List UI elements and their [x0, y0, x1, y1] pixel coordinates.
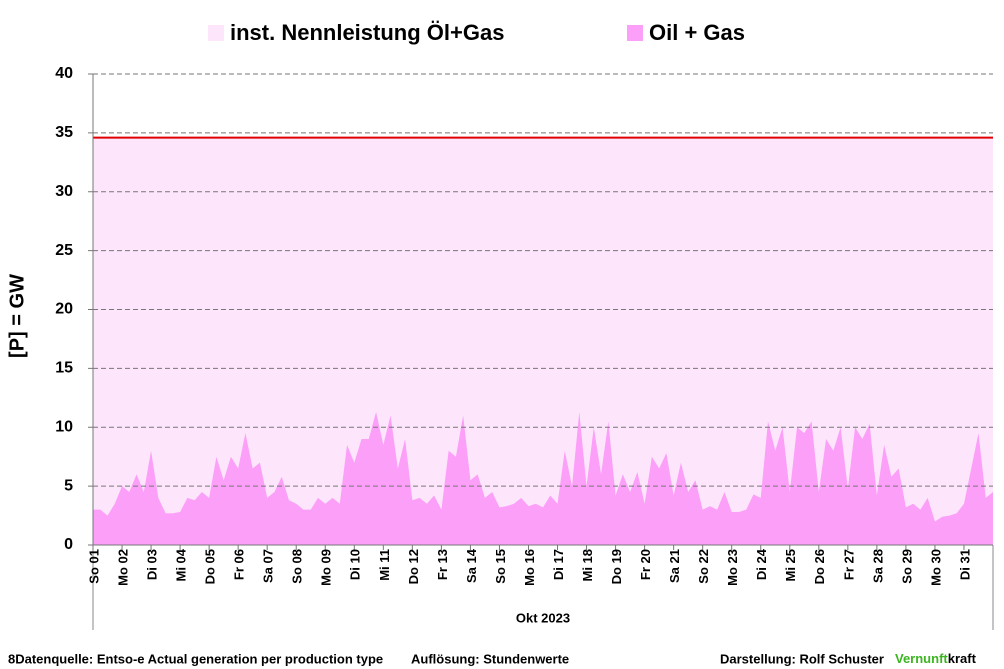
x-tick-label: Mo 16 [522, 549, 537, 586]
x-tick-label: Do 26 [812, 549, 827, 584]
x-tick-label: So 29 [899, 549, 914, 584]
x-tick-label: Do 19 [609, 549, 624, 584]
x-tick-label: Di 10 [348, 549, 363, 580]
x-tick-label: So 22 [696, 549, 711, 584]
x-tick-label: Di 17 [551, 549, 566, 580]
y-tick-label: 10 [55, 418, 73, 435]
x-tick-label: Fr 27 [841, 549, 856, 580]
footer-resolution: Auflösung: Stundenwerte [411, 651, 569, 666]
y-tick-label: 0 [64, 536, 73, 553]
footer-brand: Vernunftkraft [895, 651, 977, 666]
y-tick-label: 35 [55, 124, 73, 141]
x-tick-label: Mo 02 [115, 549, 130, 586]
x-tick-label: Di 31 [957, 549, 972, 580]
x-tick-label: Mo 23 [725, 549, 740, 586]
x-tick-label: Mo 30 [928, 549, 943, 586]
legend-label: inst. Nennleistung Öl+Gas [230, 20, 504, 45]
x-tick-label: Di 24 [754, 548, 769, 580]
x-tick-label: Sa 28 [870, 549, 885, 583]
x-tick-label: Do 12 [406, 549, 421, 584]
y-tick-label: 25 [55, 242, 73, 259]
footer-author: Darstellung: Rolf Schuster [720, 651, 884, 666]
area [93, 411, 993, 545]
legend-swatch [627, 25, 643, 41]
x-tick-label: Fr 20 [638, 549, 653, 580]
y-tick-label: 15 [55, 360, 73, 377]
y-tick-label: 20 [55, 301, 73, 318]
x-tick-label: Mi 04 [174, 548, 189, 581]
y-tick-label: 30 [55, 183, 73, 200]
x-tick-label: So 08 [290, 549, 305, 584]
x-tick-label: Fr 06 [232, 549, 247, 580]
x-tick-label: Sa 14 [464, 548, 479, 583]
footer-source: 8Datenquelle: Entso-e Actual generation … [8, 651, 383, 666]
x-tick-label: Fr 13 [435, 549, 450, 580]
x-axis-label: Okt 2023 [516, 610, 570, 625]
y-axis-label: [P] = GW [6, 274, 28, 358]
x-tick-label: So 01 [86, 549, 101, 584]
y-tick-label: 40 [55, 65, 73, 82]
x-tick-label: Di 03 [145, 549, 160, 580]
plot-area [93, 136, 993, 545]
x-tick-label: Mi 18 [580, 549, 595, 582]
legend-label: Oil + Gas [649, 20, 745, 45]
x-tick-label: Do 05 [203, 549, 218, 584]
x-tick-label: Sa 07 [261, 549, 276, 583]
x-tick-label: So 15 [493, 549, 508, 584]
x-tick-label: Mo 09 [319, 549, 334, 586]
y-tick-label: 5 [64, 477, 73, 494]
x-tick-label: Mi 11 [377, 549, 392, 581]
brand-green: Vernunft [895, 651, 948, 666]
legend-swatch [208, 25, 224, 41]
x-tick-label: Sa 21 [667, 549, 682, 583]
x-tick-label: Mi 25 [783, 549, 798, 582]
brand-rest: kraft [948, 651, 977, 666]
